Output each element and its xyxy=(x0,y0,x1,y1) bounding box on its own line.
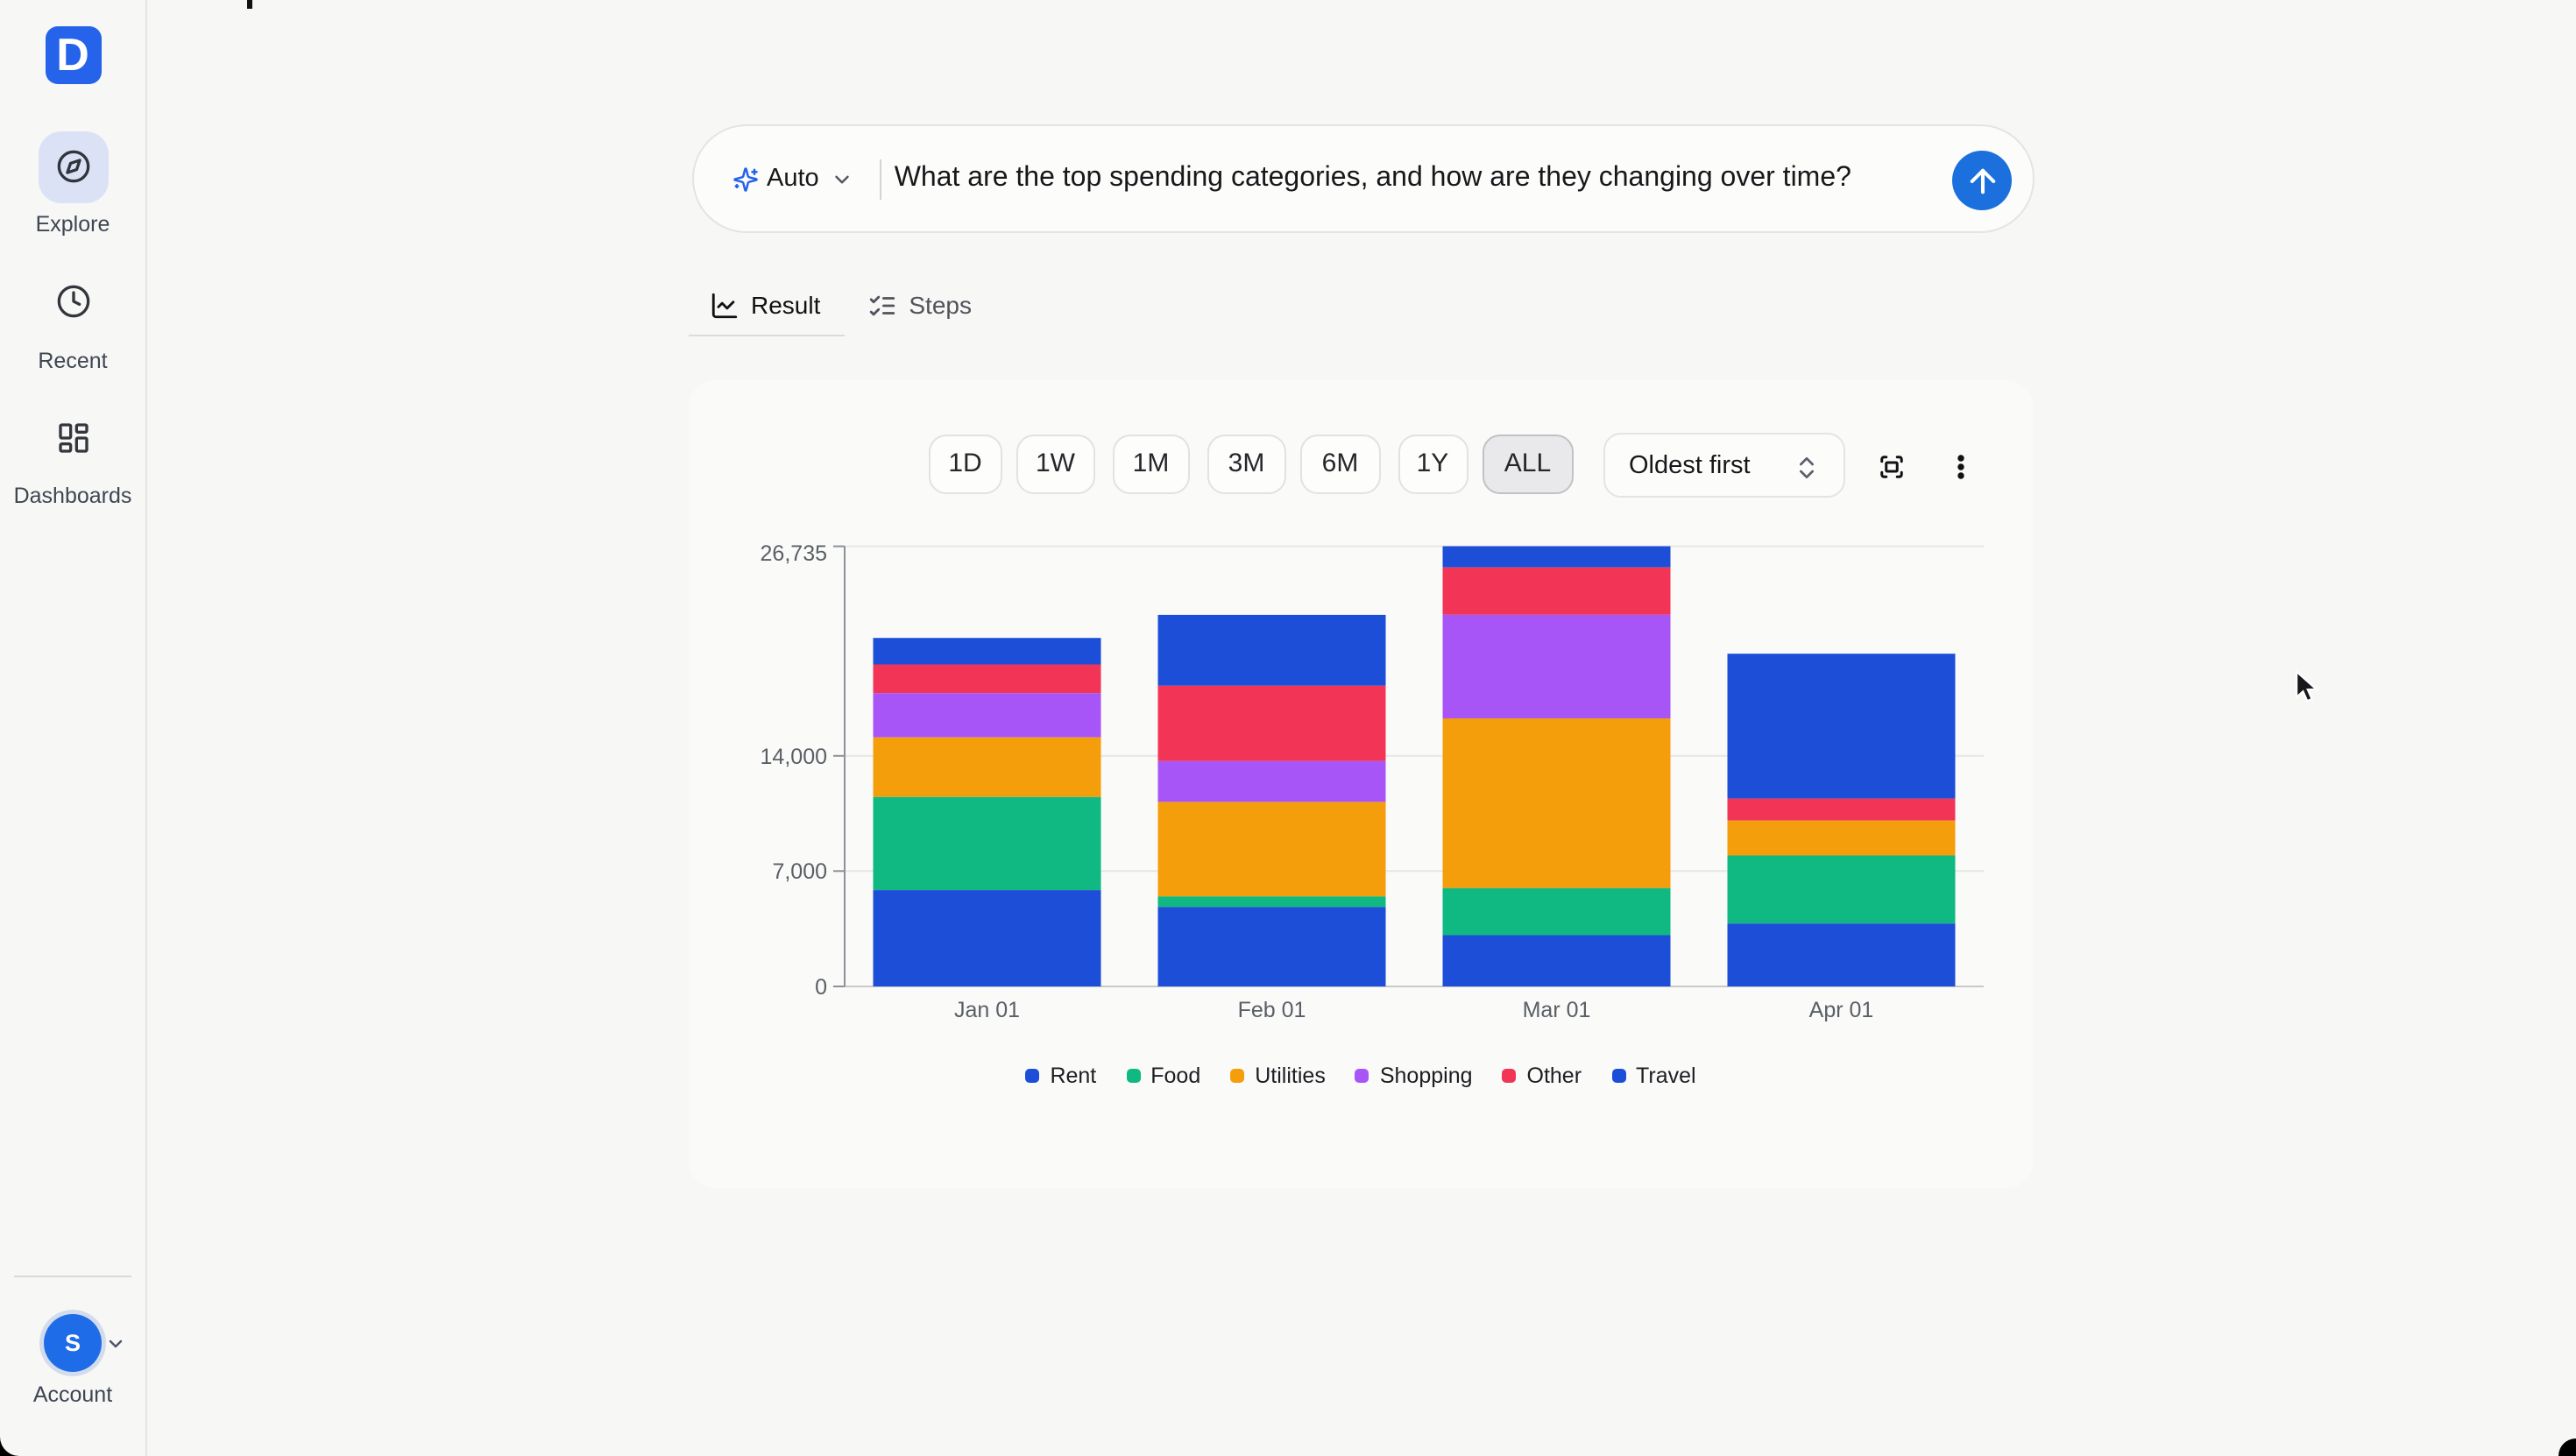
svg-text:Jan 01: Jan 01 xyxy=(954,998,1020,1022)
svg-text:Feb 01: Feb 01 xyxy=(1238,998,1306,1022)
svg-text:Apr 01: Apr 01 xyxy=(1809,998,1874,1022)
svg-text:26,735: 26,735 xyxy=(761,541,827,566)
svg-text:14,000: 14,000 xyxy=(761,745,827,769)
svg-text:Mar 01: Mar 01 xyxy=(1523,998,1591,1022)
svg-text:7,000: 7,000 xyxy=(772,859,827,884)
svg-text:0: 0 xyxy=(815,975,827,1000)
